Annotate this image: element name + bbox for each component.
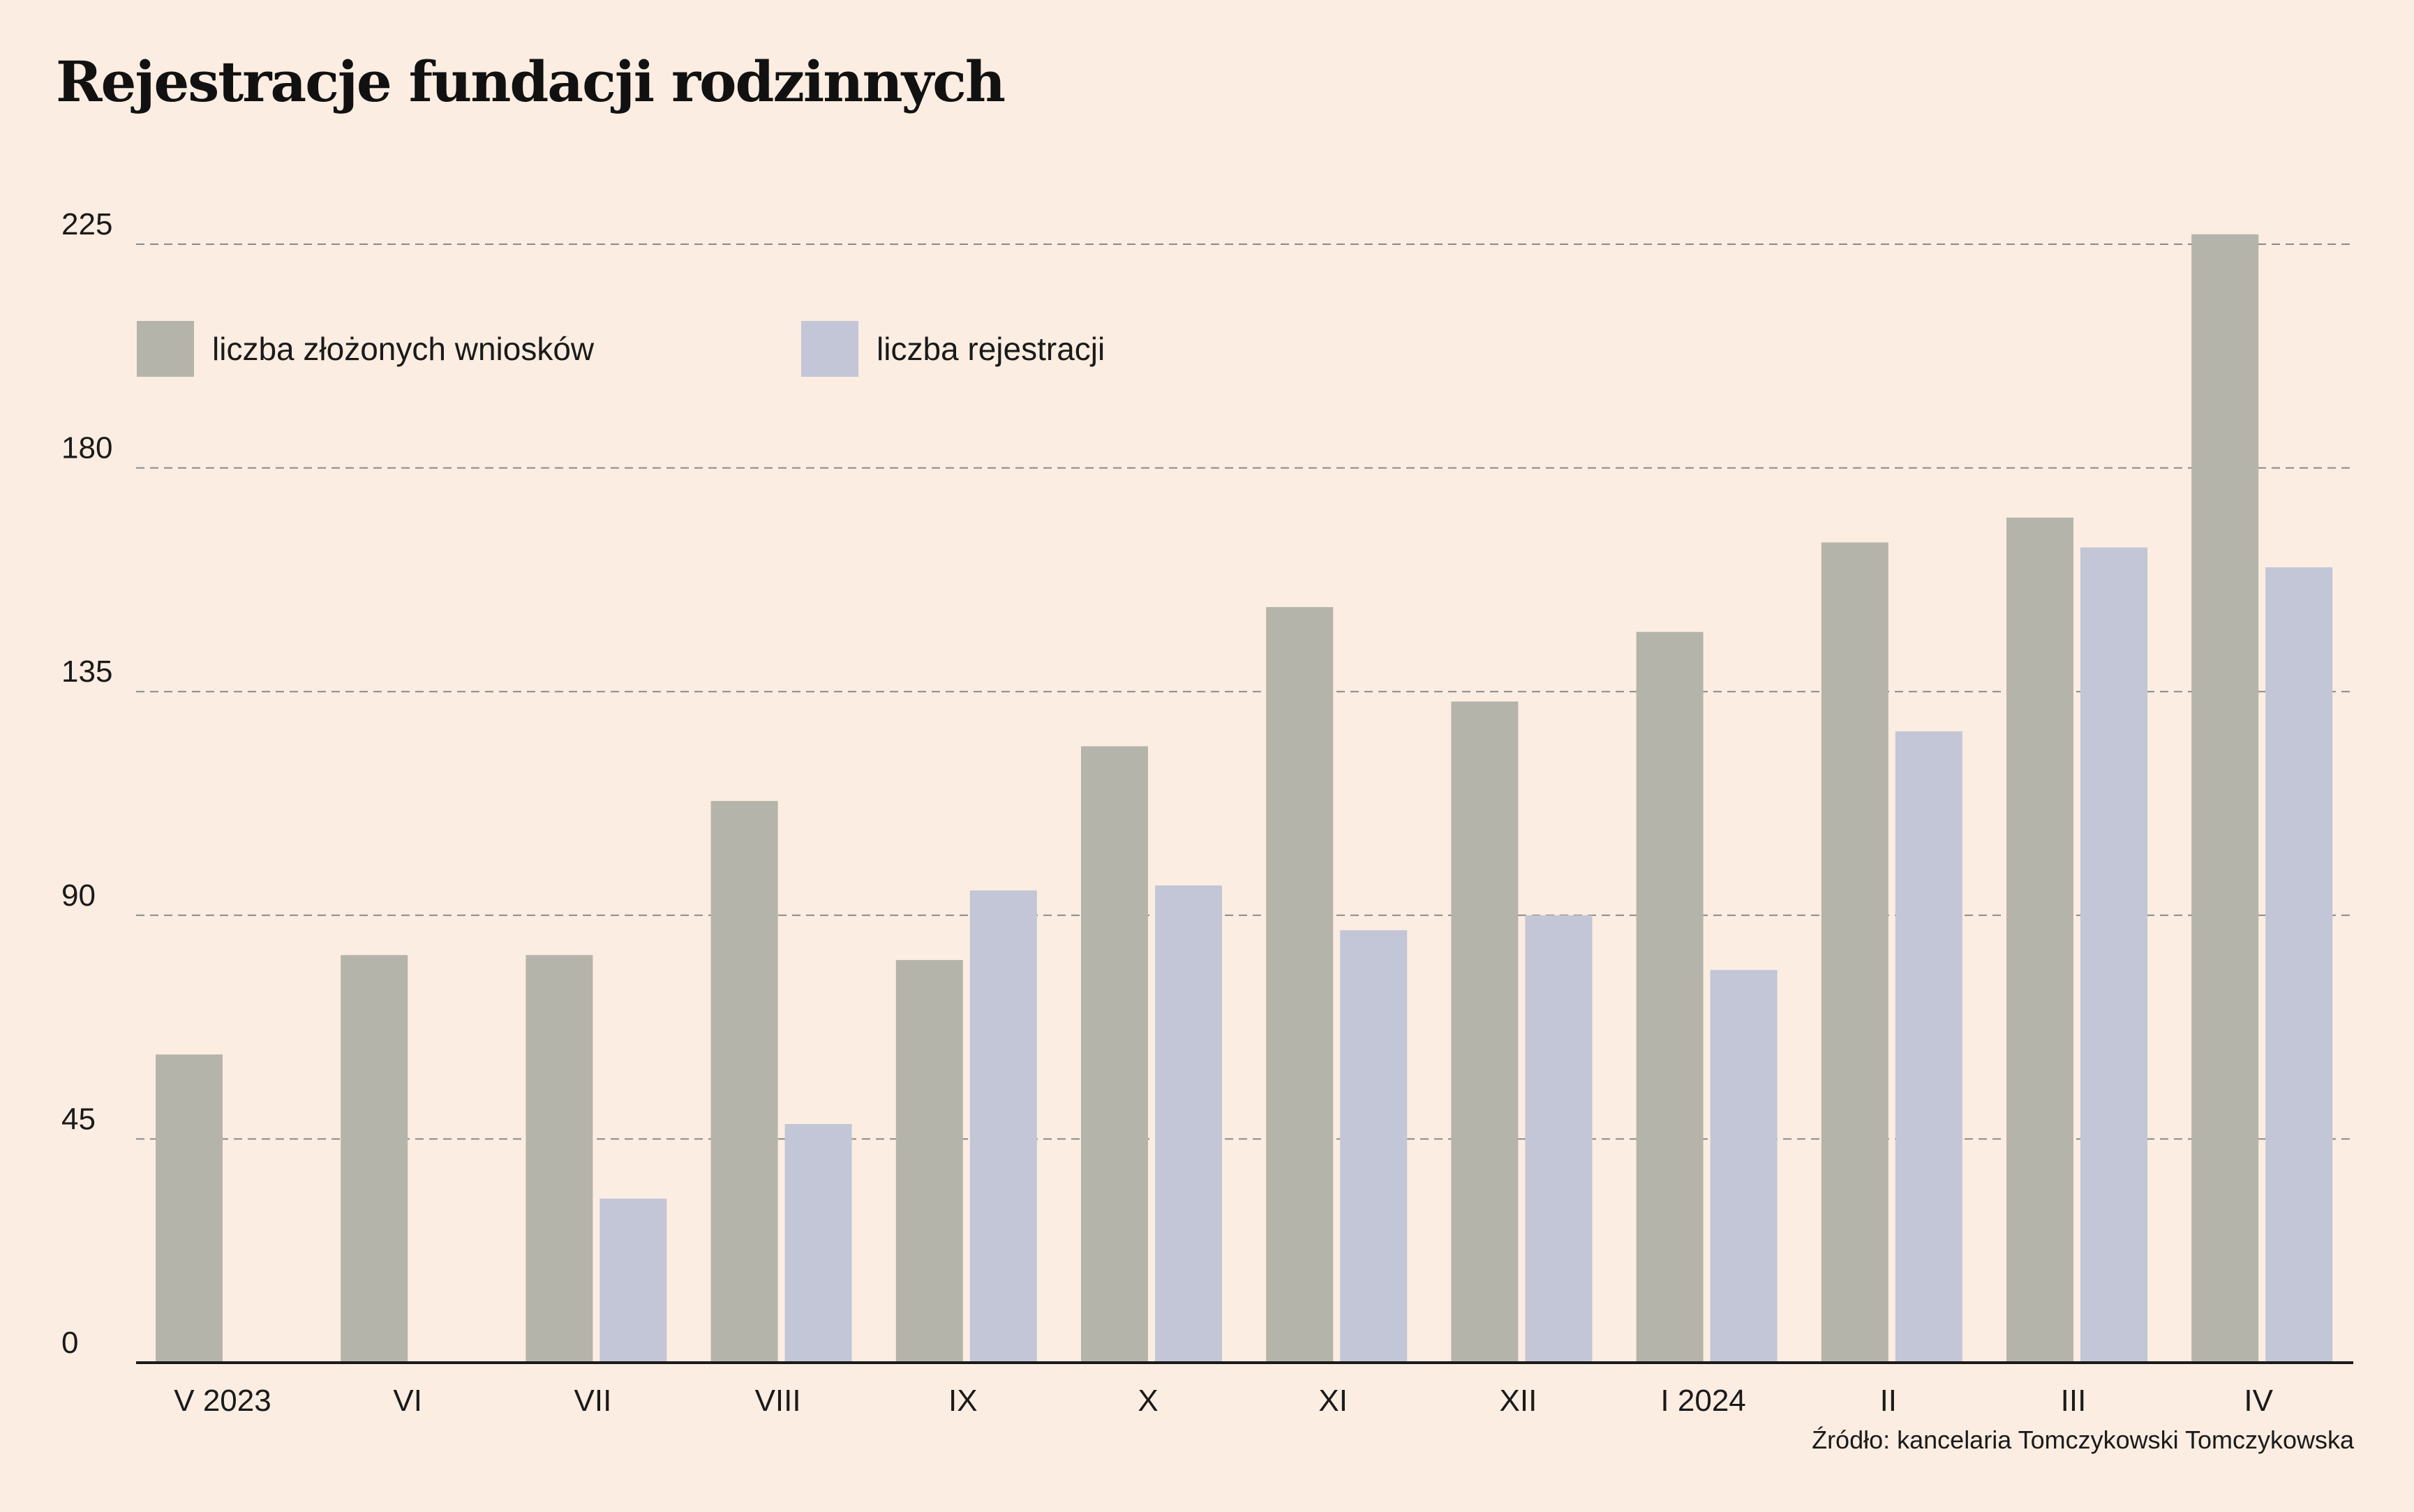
- bar-wnioski: [526, 955, 593, 1363]
- bar-rejestracje: [784, 1124, 852, 1363]
- y-tick-label: 45: [61, 1102, 96, 1136]
- bar-rejestracje: [1525, 915, 1593, 1363]
- bar-wnioski: [341, 955, 408, 1363]
- x-axis-tick-labels: V 2023 VI VII VIII IX X XI XII I 2024 II III IV: [174, 1384, 2273, 1418]
- x-tick-label: VI: [393, 1384, 422, 1418]
- x-tick-label: IV: [2244, 1384, 2273, 1418]
- bar-wnioski: [895, 959, 963, 1363]
- bar-wnioski: [1451, 701, 1519, 1363]
- legend-label: liczba rejestracji: [877, 331, 1105, 367]
- bar-rejestracje: [1340, 930, 1408, 1363]
- bar-rejestracje: [2080, 547, 2147, 1363]
- bar-wnioski: [1636, 631, 1704, 1363]
- bars: [156, 234, 2333, 1363]
- x-tick-label: X: [1138, 1384, 1158, 1418]
- grid-lines: [136, 244, 2353, 1140]
- x-tick-label: VIII: [755, 1384, 801, 1418]
- bar-rejestracje: [1155, 885, 1222, 1363]
- x-tick-label: XI: [1318, 1384, 1348, 1418]
- bar-wnioski: [1081, 746, 1148, 1363]
- legend-swatch: [801, 321, 858, 377]
- bar-wnioski: [1266, 607, 1334, 1363]
- y-tick-label: 0: [61, 1326, 78, 1360]
- x-tick-label: III: [2061, 1384, 2087, 1418]
- chart-title: Rejestracje fundacji rodzinnych: [56, 49, 1006, 114]
- x-tick-label: V 2023: [174, 1384, 271, 1418]
- bar-wnioski: [2006, 517, 2073, 1363]
- y-axis-tick-labels: 0 45 90 135 180 225: [61, 207, 112, 1360]
- source-note: Źródło: kancelaria Tomczykowski Tomczyko…: [1812, 1425, 2354, 1454]
- legend-swatch: [137, 321, 194, 377]
- legend: liczba złożonych wniosków liczba rejestra…: [137, 321, 1105, 377]
- bar-wnioski: [1821, 542, 1888, 1363]
- bar-wnioski: [156, 1054, 223, 1363]
- y-tick-label: 135: [61, 654, 112, 689]
- bar-wnioski: [710, 800, 778, 1363]
- x-tick-label: I 2024: [1660, 1384, 1745, 1418]
- y-tick-label: 180: [61, 431, 112, 465]
- bar-rejestracje: [2265, 567, 2333, 1363]
- y-tick-label: 90: [61, 878, 96, 913]
- x-tick-label: IX: [948, 1384, 978, 1418]
- bar-rejestracje: [969, 890, 1037, 1363]
- x-tick-label: II: [1880, 1384, 1897, 1418]
- bar-wnioski: [2191, 234, 2259, 1363]
- bar-rejestracje: [1710, 970, 1778, 1363]
- bar-rejestracje: [1895, 731, 1962, 1363]
- legend-label: liczba złożonych wniosków: [212, 331, 595, 367]
- bar-rejestracje: [599, 1198, 667, 1363]
- y-tick-label: 225: [61, 207, 112, 241]
- x-tick-label: XII: [1500, 1384, 1537, 1418]
- x-tick-label: VII: [574, 1384, 612, 1418]
